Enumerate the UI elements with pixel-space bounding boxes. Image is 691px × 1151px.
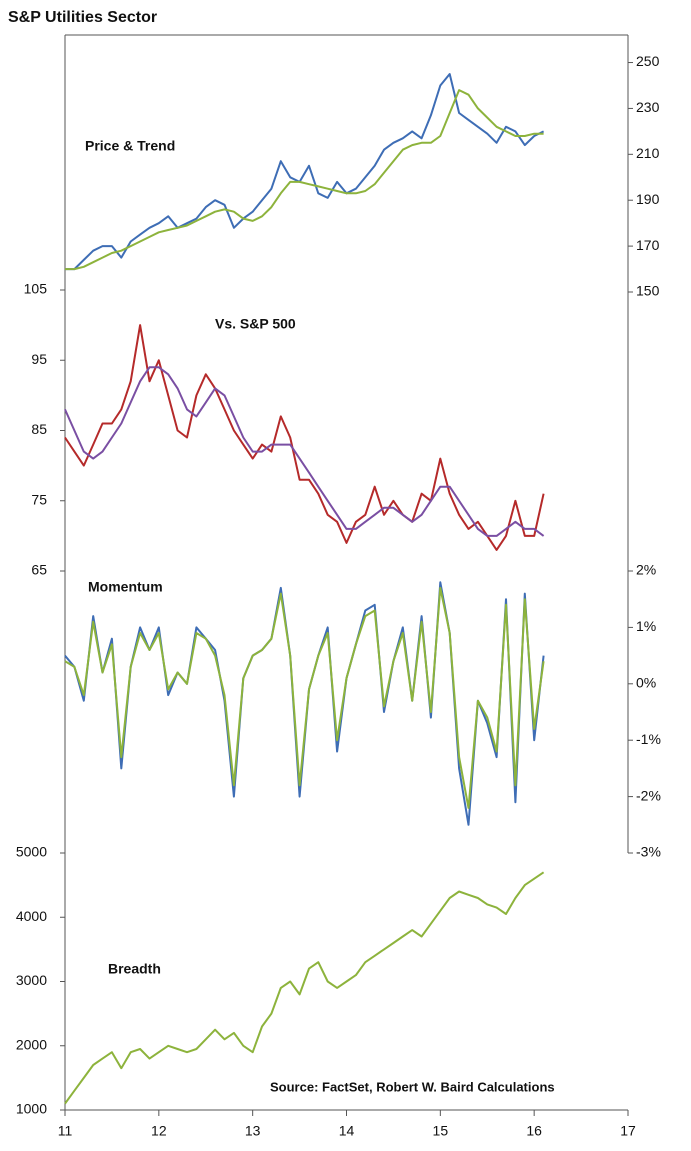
line-series [65,73,545,271]
line-series [64,871,545,1105]
y-tick-label: 170 [636,237,660,253]
x-tick-label: 16 [526,1123,542,1139]
panel-title: Vs. S&P 500 [215,316,296,332]
y-tick-label: 150 [636,283,660,299]
x-tick-label: 11 [58,1123,73,1139]
y-tick-label: 4000 [16,908,47,924]
y-tick-label: 1% [636,618,656,634]
y-tick-label: 210 [636,145,660,161]
y-tick-label: -1% [636,731,661,747]
y-tick-label: 65 [31,562,47,578]
x-tick-label: 17 [620,1123,636,1139]
y-tick-label: 0% [636,675,656,691]
x-tick-label: 12 [151,1123,167,1139]
line-series [64,586,545,809]
y-tick-label: 2000 [16,1036,47,1052]
chart-title: S&P Utilities Sector [8,9,157,26]
source-note: Source: FactSet, Robert W. Baird Calcula… [270,1079,555,1094]
x-tick-label: 15 [433,1123,449,1139]
y-tick-label: 85 [31,421,47,437]
line-series [64,324,545,551]
y-tick-label: 95 [31,351,47,367]
line-series [65,89,544,271]
panel-title: Price & Trend [85,138,175,154]
y-tick-label: 2% [636,562,656,578]
x-tick-label: 14 [339,1123,355,1139]
line-series [64,366,545,537]
y-tick-label: 3000 [16,972,47,988]
y-tick-label: -2% [636,787,661,803]
y-tick-label: 230 [636,99,660,115]
x-tick-label: 13 [245,1123,261,1139]
y-tick-label: 250 [636,53,660,69]
y-tick-label: 190 [636,191,660,207]
y-tick-label: 1000 [16,1101,47,1117]
y-tick-label: 105 [24,281,48,297]
panel-title: Breadth [108,961,161,977]
y-tick-label: 75 [31,491,47,507]
y-tick-label: 5000 [16,844,47,860]
panel-title: Momentum [88,579,163,595]
y-tick-label: -3% [636,844,661,860]
